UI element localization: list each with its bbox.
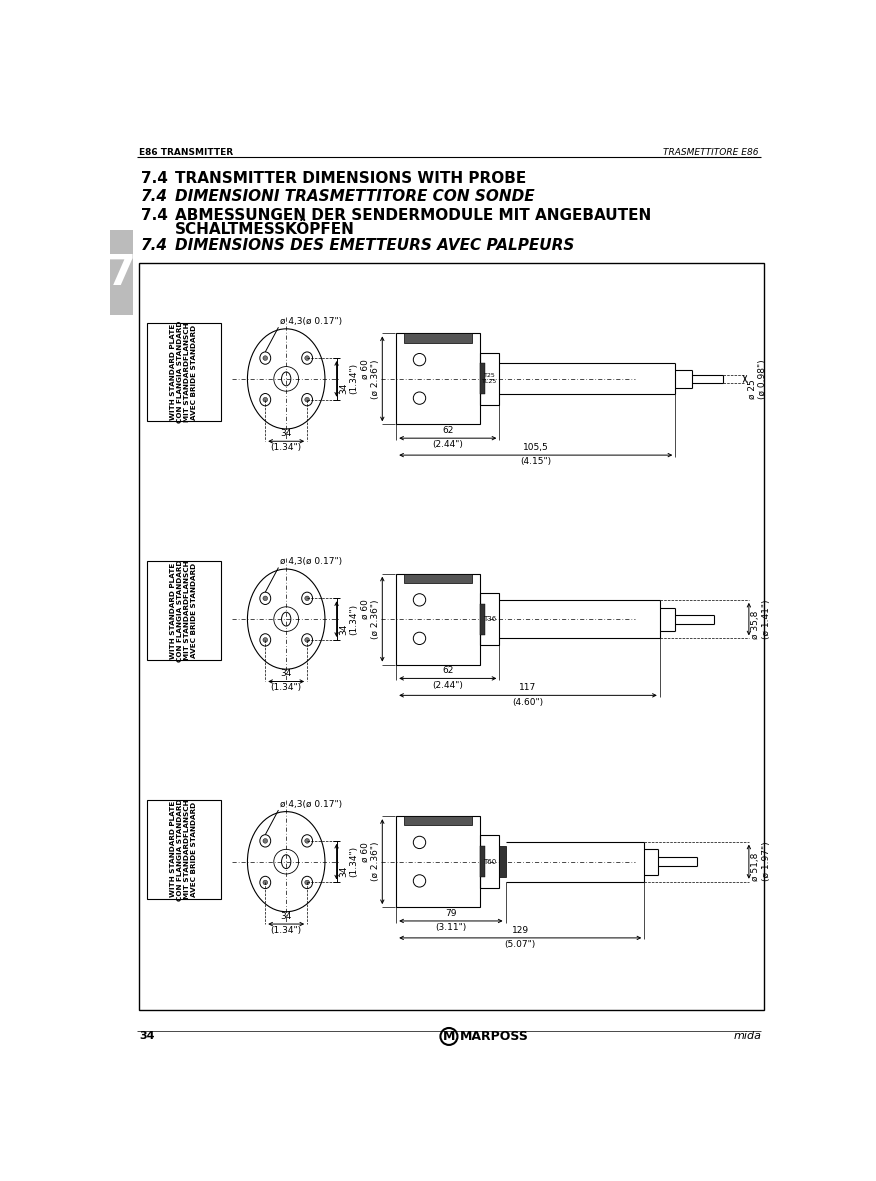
Text: ø 60
(ø 2.36"): ø 60 (ø 2.36"): [361, 600, 380, 639]
Bar: [480, 835, 499, 888]
Bar: [139, 263, 765, 1010]
Text: 34
(1.34"): 34 (1.34"): [339, 364, 358, 394]
Text: ø 4,3(ø 0.17"): ø 4,3(ø 0.17"): [280, 557, 343, 566]
Text: (1.34"): (1.34"): [271, 926, 301, 934]
Text: 7.4: 7.4: [140, 208, 167, 223]
Text: WITH STANDARD PLATE
CON FLANGIA STANDARD
MIT STANDARDFLANSCH
AVEC BRIDE STANDARD: WITH STANDARD PLATE CON FLANGIA STANDARD…: [171, 321, 197, 423]
Circle shape: [305, 839, 309, 843]
Text: T25
TL25: T25 TL25: [482, 373, 498, 384]
Bar: [110, 230, 133, 315]
Text: 7.4: 7.4: [140, 189, 167, 204]
Circle shape: [263, 839, 267, 843]
Text: 129: 129: [512, 926, 529, 935]
Text: SCHALTMESSKÖPFEN: SCHALTMESSKÖPFEN: [175, 222, 356, 237]
Text: ø 60
(ø 2.36"): ø 60 (ø 2.36"): [361, 842, 380, 881]
Bar: [480, 364, 484, 394]
Text: 79: 79: [445, 909, 456, 918]
Bar: [396, 574, 480, 665]
Circle shape: [305, 880, 309, 885]
Circle shape: [263, 638, 267, 642]
Text: TRANSMITTER DIMENSIONS WITH PROBE: TRANSMITTER DIMENSIONS WITH PROBE: [175, 171, 526, 185]
Bar: [480, 593, 499, 645]
Circle shape: [305, 355, 309, 360]
Bar: [404, 816, 472, 826]
Circle shape: [263, 596, 267, 601]
Text: 34: 34: [280, 670, 292, 678]
Text: ABMESSUNGEN DER SENDERMODULE MIT ANGEBAUTEN: ABMESSUNGEN DER SENDERMODULE MIT ANGEBAU…: [175, 208, 652, 223]
Text: 7.4: 7.4: [140, 171, 167, 185]
Bar: [480, 353, 499, 405]
Text: MARPOSS: MARPOSS: [460, 1030, 529, 1043]
Bar: [404, 574, 472, 583]
Circle shape: [305, 596, 309, 601]
Text: 7: 7: [107, 252, 136, 294]
Text: (1.34"): (1.34"): [271, 443, 301, 452]
Text: 117: 117: [519, 684, 537, 692]
Text: ø 4,3(ø 0.17"): ø 4,3(ø 0.17"): [280, 317, 343, 326]
Bar: [499, 847, 505, 877]
Text: (3.11"): (3.11"): [435, 924, 467, 932]
Circle shape: [305, 638, 309, 642]
Text: (2.44"): (2.44"): [433, 441, 463, 450]
Text: WITH STANDARD PLATE
CON FLANGIA STANDARD
MIT STANDARDFLANSCH
AVEC BRIDE STANDARD: WITH STANDARD PLATE CON FLANGIA STANDARD…: [171, 560, 197, 661]
Text: TRASMETTITORE E86: TRASMETTITORE E86: [663, 148, 759, 157]
Text: 7.4: 7.4: [140, 237, 167, 253]
Text: M: M: [442, 1030, 456, 1043]
Circle shape: [263, 397, 267, 402]
Text: 34
(1.34"): 34 (1.34"): [339, 846, 358, 877]
Text: (4.15"): (4.15"): [520, 457, 551, 466]
Bar: [146, 322, 221, 422]
Text: 34
(1.34"): 34 (1.34"): [339, 603, 358, 634]
Text: (4.60"): (4.60"): [512, 698, 544, 706]
Text: E86 TRANSMITTER: E86 TRANSMITTER: [139, 148, 233, 157]
Text: 62: 62: [442, 666, 454, 676]
Text: (5.07"): (5.07"): [505, 940, 536, 950]
Text: DIMENSIONI TRASMETTITORE CON SONDE: DIMENSIONI TRASMETTITORE CON SONDE: [175, 189, 535, 204]
Text: ø 25
(ø 0.98"): ø 25 (ø 0.98"): [747, 359, 766, 399]
Text: 34: 34: [280, 912, 292, 921]
Text: T36: T36: [483, 616, 497, 622]
Bar: [480, 603, 484, 634]
Bar: [396, 333, 480, 424]
Circle shape: [263, 355, 267, 360]
Text: ø 35,8
(ø 1.41"): ø 35,8 (ø 1.41"): [752, 600, 771, 639]
Text: WITH STANDARD PLATE
CON FLANGIA STANDARD
MIT STANDARDFLANSCH
AVEC BRIDE STANDARD: WITH STANDARD PLATE CON FLANGIA STANDARD…: [171, 798, 197, 901]
Text: (2.44"): (2.44"): [433, 680, 463, 690]
Text: T60: T60: [483, 859, 497, 864]
Text: 62: 62: [442, 426, 454, 435]
Text: ø 51,8
(ø 1.97"): ø 51,8 (ø 1.97"): [752, 842, 771, 881]
Text: ø 4,3(ø 0.17"): ø 4,3(ø 0.17"): [280, 800, 343, 809]
Bar: [404, 333, 472, 342]
Circle shape: [305, 397, 309, 402]
Text: ø 60
(ø 2.36"): ø 60 (ø 2.36"): [361, 359, 380, 399]
Text: (1.34"): (1.34"): [271, 683, 301, 692]
Text: mida: mida: [733, 1031, 761, 1042]
Text: 34: 34: [139, 1031, 154, 1042]
Bar: [146, 800, 221, 899]
Text: 105,5: 105,5: [523, 443, 548, 452]
Text: 34: 34: [280, 429, 292, 438]
Bar: [396, 816, 480, 907]
Circle shape: [263, 880, 267, 885]
Text: DIMENSIONS DES EMETTEURS AVEC PALPEURS: DIMENSIONS DES EMETTEURS AVEC PALPEURS: [175, 237, 575, 253]
Bar: [480, 847, 484, 877]
Bar: [146, 561, 221, 660]
